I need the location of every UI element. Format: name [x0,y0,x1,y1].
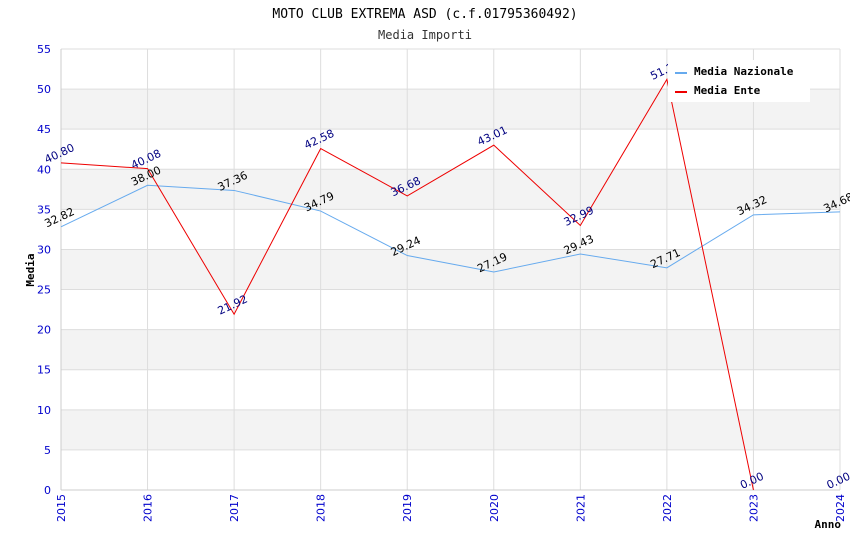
x-axis-ticks: 2015 2016 2017 2018 2019 2020 2021 2022 2023 2024 [55,494,847,522]
y-tick-label: 15 [37,364,51,377]
legend: Media Nazionale Media Ente [668,60,810,102]
x-tick-label: 2020 [488,494,501,522]
data-label: 40.80 [42,141,76,166]
series-line-media-ente [60,77,754,491]
chart-subtitle: Media Importi [378,28,472,42]
x-tick-label: 2022 [661,494,674,522]
x-tick-label: 2015 [55,494,68,522]
y-tick-label: 10 [37,404,51,417]
data-label: 0.00 [738,470,766,492]
y-tick-label: 50 [37,83,51,96]
grid-band [61,249,840,290]
x-axis-label: Anno [815,518,842,531]
data-label: 42.58 [302,127,336,152]
legend-background [668,60,810,102]
legend-label-media-ente: Media Ente [694,84,761,97]
grid-bands [61,89,840,450]
y-tick-label: 45 [37,123,51,136]
x-tick-label: 2018 [315,494,328,522]
y-axis-label: Media [24,253,37,286]
y-tick-label: 40 [37,163,51,176]
y-tick-label: 30 [37,243,51,256]
y-tick-label: 20 [37,324,51,337]
y-tick-label: 35 [37,203,51,216]
x-tick-label: 2024 [834,494,847,522]
y-axis-ticks: 0 5 10 15 20 25 30 35 40 45 50 55 [37,43,51,497]
y-tick-label: 5 [44,444,51,457]
series-line-media-nazionale [60,184,841,273]
y-tick-label: 55 [37,43,51,56]
y-tick-label: 0 [44,484,51,497]
chart-title: MOTO CLUB EXTREMA ASD (c.f.01795360492) [272,7,577,22]
grid-band [61,329,840,370]
grid-band [61,169,840,210]
data-label: 0.00 [825,470,850,492]
data-label: 21.92 [216,293,250,318]
y-tick-label: 25 [37,284,51,297]
x-tick-label: 2019 [401,494,414,522]
legend-label-media-nazionale: Media Nazionale [694,65,794,78]
x-tick-label: 2021 [574,494,587,522]
x-tick-label: 2017 [228,494,241,522]
x-tick-label: 2023 [747,494,760,522]
series-lines [60,77,841,491]
grid-band [61,409,840,450]
x-tick-label: 2016 [142,494,155,522]
